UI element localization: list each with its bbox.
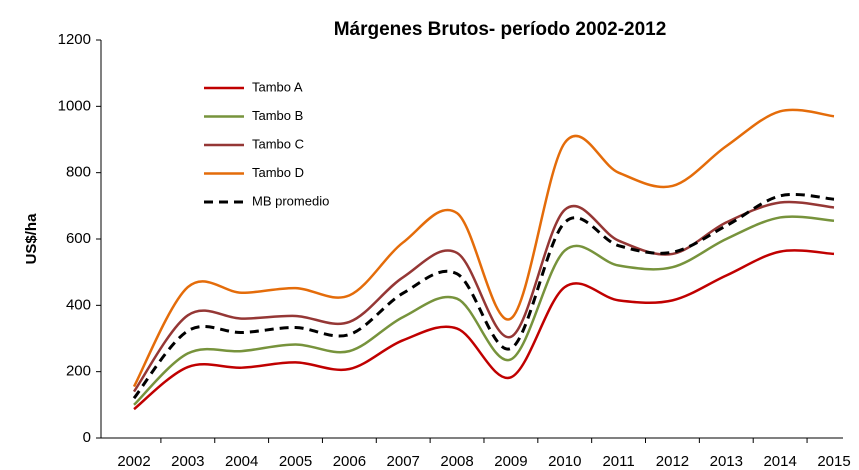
y-tick-label: 200 [66, 363, 91, 380]
x-tick-label: 2010 [548, 453, 581, 470]
legend-label: Tambo C [252, 136, 304, 151]
x-tick-label: 2003 [171, 453, 204, 470]
x-tick-label: 2008 [440, 453, 473, 470]
legend-label: Tambo D [252, 165, 304, 180]
series-line [133, 215, 835, 406]
x-tick-label: 2011 [602, 453, 634, 470]
y-tick-label: 800 [66, 164, 91, 181]
y-tick-label: 1200 [58, 31, 91, 48]
x-tick-label: 2013 [710, 453, 743, 470]
x-tick-label: 2015 [817, 453, 850, 470]
series-line [132, 108, 835, 388]
x-tick-label: 2012 [656, 453, 689, 470]
y-tick-label: 0 [83, 429, 91, 446]
y-tick-label: 600 [66, 230, 91, 247]
series-line [133, 249, 835, 411]
legend-label: Tambo B [252, 108, 303, 123]
x-tick-label: 2007 [387, 453, 420, 470]
y-tick-label: 1000 [58, 97, 91, 114]
x-tick-label: 2004 [225, 453, 258, 470]
x-tick-label: 2005 [279, 453, 312, 470]
x-tick-label: 2009 [494, 453, 527, 470]
series-line [132, 200, 835, 393]
chart-title: Márgenes Brutos- período 2002-2012 [334, 19, 667, 40]
legend-label: Tambo A [252, 79, 303, 94]
x-tick-label: 2002 [117, 453, 150, 470]
y-axis-label: US$/ha [23, 213, 40, 265]
x-tick-label: 2014 [763, 453, 796, 470]
x-tick-label: 2006 [333, 453, 366, 470]
y-tick-label: 400 [66, 296, 91, 313]
legend-label: MB promedio [252, 193, 329, 208]
series-line [132, 192, 835, 400]
